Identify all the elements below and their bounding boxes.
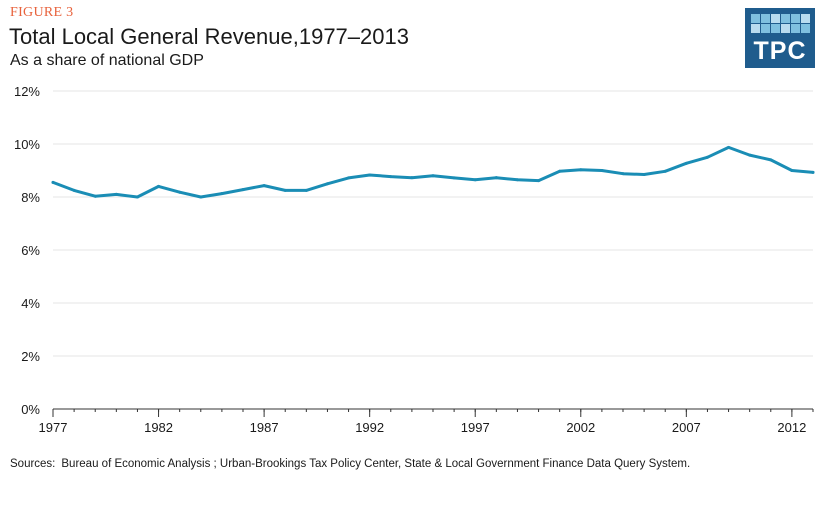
data-point (157, 184, 161, 188)
data-point (684, 161, 688, 165)
y-tick-label: 8% (21, 190, 40, 205)
x-tick-label: 2007 (672, 420, 701, 435)
chart-title: Total Local General Revenue,1977–2013 (9, 24, 409, 49)
x-tick-label: 1977 (39, 420, 68, 435)
data-point (93, 194, 97, 198)
y-tick-label: 2% (21, 349, 40, 364)
y-tick-label: 0% (21, 402, 40, 417)
data-point (705, 155, 709, 159)
sources-text: Bureau of Economic Analysis ; Urban-Broo… (61, 458, 691, 470)
logo-grid-icon (751, 14, 810, 33)
data-point (241, 188, 245, 192)
x-tick-label: 2002 (566, 420, 595, 435)
data-point (72, 188, 76, 192)
data-point (621, 172, 625, 176)
data-point (114, 192, 118, 196)
tpc-logo: TPC (745, 8, 815, 68)
data-point (452, 176, 456, 180)
data-point (347, 176, 351, 180)
line-chart: 0% 2% 4% 6% 8% 10% 12% 1977 1982 1987 1992 1997 2002… (14, 84, 815, 435)
data-point (600, 169, 604, 172)
data-point (51, 180, 55, 184)
logo-text: TPC (753, 37, 807, 65)
data-point (389, 175, 393, 179)
data-point (642, 172, 646, 176)
data-point (769, 158, 773, 162)
y-tick-label: 12% (14, 84, 40, 99)
data-point (262, 184, 266, 188)
data-point (579, 168, 583, 172)
x-tick-label: 1987 (250, 420, 279, 435)
sources-note: Sources: Bureau of Economic Analysis ; Ur… (10, 458, 690, 470)
data-point (220, 192, 224, 196)
x-tick-label: 1992 (355, 420, 384, 435)
y-tick-label: 4% (21, 296, 40, 311)
sources-label: Sources: (10, 458, 56, 470)
x-tick-label: 1997 (461, 420, 490, 435)
data-point (473, 178, 477, 182)
data-point (178, 190, 182, 194)
chart-subtitle: As a share of national GDP (10, 52, 204, 69)
data-point (283, 188, 287, 192)
data-point (748, 153, 752, 157)
y-tick-label: 10% (14, 137, 40, 152)
data-point (494, 176, 498, 180)
x-tick-label: 2012 (777, 420, 806, 435)
y-tick-label: 6% (21, 243, 40, 258)
data-point (663, 169, 667, 173)
data-point (325, 182, 329, 186)
data-point (515, 178, 519, 182)
data-point (368, 173, 372, 177)
data-point (410, 176, 414, 180)
data-point (135, 195, 139, 199)
x-tick-label: 1982 (144, 420, 173, 435)
data-point (811, 170, 815, 174)
data-point (537, 179, 541, 183)
data-point (790, 169, 794, 172)
data-point (431, 174, 435, 178)
data-point (727, 145, 731, 149)
figure-label: FIGURE 3 (10, 5, 74, 20)
data-point (199, 195, 203, 199)
series-line (51, 145, 815, 199)
data-point (304, 188, 308, 192)
data-point (558, 169, 562, 173)
